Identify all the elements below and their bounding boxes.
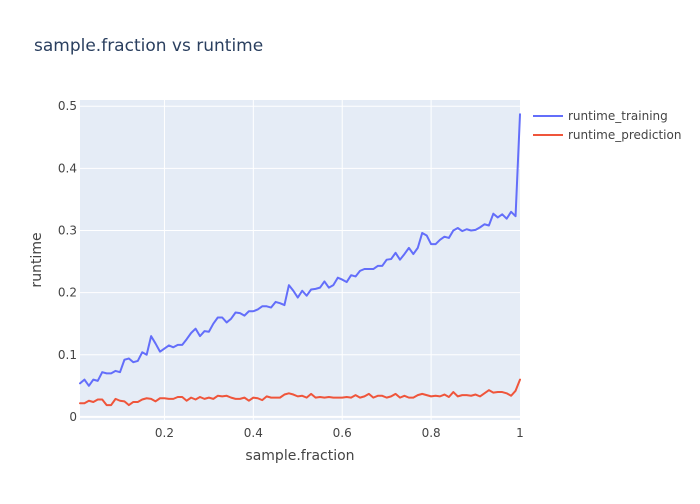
legend-label: runtime_training (568, 109, 668, 123)
y-tick-label: 0.4 (58, 161, 77, 175)
series-line-runtime-training[interactable] (79, 113, 521, 387)
x-tick-label: 0.6 (333, 426, 352, 440)
x-tick-label: 1 (516, 426, 524, 440)
x-axis-ticks: 0.2 0.4 0.6 0.8 1 (155, 426, 524, 440)
y-tick-label: 0.1 (58, 348, 77, 362)
y-tick-label: 0.2 (58, 286, 77, 300)
legend-item-runtime-training[interactable]: runtime_training (533, 109, 668, 123)
legend-label: runtime_prediction (568, 128, 681, 142)
x-tick-label: 0.8 (422, 426, 441, 440)
x-gridlines (163, 100, 432, 420)
y-tick-label: 0 (69, 410, 77, 424)
legend-item-runtime-prediction[interactable]: runtime_prediction (533, 128, 681, 142)
y-axis-ticks: 0 0.1 0.2 0.3 0.4 0.5 (58, 99, 77, 424)
y-axis-label: runtime (29, 232, 45, 287)
series-line-runtime-prediction[interactable] (79, 378, 521, 407)
y-tick-label: 0.5 (58, 99, 77, 113)
y-tick-label: 0.3 (58, 223, 77, 237)
x-tick-label: 0.4 (244, 426, 263, 440)
x-axis-label: sample.fraction (245, 448, 354, 464)
chart-title: sample.fraction vs runtime (34, 36, 263, 56)
plot-background (80, 100, 520, 420)
series-layer (79, 113, 521, 407)
x-tick-label: 0.2 (155, 426, 174, 440)
legend[interactable]: runtime_training runtime_prediction (533, 109, 681, 142)
